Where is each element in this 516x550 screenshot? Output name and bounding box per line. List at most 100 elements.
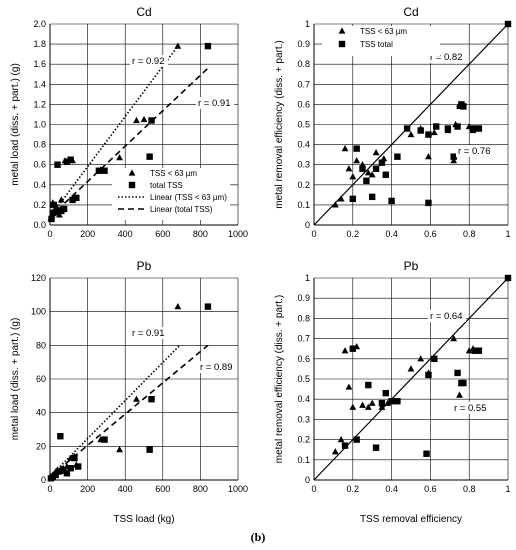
x-tick-label: 0.2 [347, 484, 360, 494]
y-tick-label: 1.6 [33, 59, 46, 69]
figure-label: (b) [250, 530, 266, 544]
data-point-square [475, 125, 483, 132]
y-tick-label: 0.0 [33, 220, 46, 230]
data-point-square [369, 193, 376, 201]
data-point-square [146, 153, 153, 160]
legend-marker [128, 169, 136, 176]
data-point-square [378, 159, 386, 166]
x-tick-label: 0.8 [463, 229, 476, 239]
y-tick-label: 1.2 [33, 99, 46, 109]
y-tick-label: 0.8 [297, 313, 310, 323]
y-tick-label: 0.5 [297, 374, 310, 384]
y-tick-label: 60 [36, 374, 46, 384]
correlation-annotation: r = 0.92 [132, 56, 164, 67]
y-tick-label: 0.3 [297, 414, 310, 424]
data-point-square [425, 371, 432, 379]
y-tick-label: 0.8 [33, 140, 46, 150]
x-axis-label: TSS removal efficiency [360, 514, 462, 525]
data-point-triangle [450, 335, 458, 342]
legend-label: TSS < 63 µm [150, 169, 197, 178]
y-tick-label: 1.8 [33, 39, 46, 49]
data-point-triangle [174, 303, 182, 310]
chart-panel-1: 0 200 400 600 800 1000 0.0 0.2 0.4 0.6 0.8 1.0 1.2 1.… [10, 5, 248, 239]
y-axis-label: metal removal efficiency (diss. + part.) [274, 40, 285, 209]
data-point-triangle [368, 399, 376, 406]
data-point-square [349, 345, 356, 352]
annotation-background [196, 97, 234, 109]
legend-marker [338, 40, 346, 48]
x-tick-label: 1 [505, 484, 510, 494]
data-point-square [55, 468, 62, 475]
y-tick-label: 0.2 [297, 435, 310, 445]
data-point-square [204, 42, 212, 50]
correlation-annotation: r = 0.76 [458, 146, 490, 157]
y-axis-label: metal load (diss. + part.) (g) [10, 63, 21, 186]
data-point-triangle [345, 383, 353, 390]
data-point-triangle [331, 448, 339, 455]
data-point-triangle [349, 403, 357, 410]
annotation-background [130, 55, 168, 67]
data-point-triangle [133, 116, 140, 124]
data-point-square [425, 131, 432, 138]
annotation-background [428, 310, 466, 322]
data-point-triangle [407, 130, 415, 138]
data-point-square [71, 454, 78, 462]
y-tick-label: 0.5 [297, 120, 310, 130]
y-tick-label: 0.9 [297, 293, 310, 303]
trendline [49, 344, 181, 478]
y-tick-label: 0.6 [297, 354, 310, 364]
data-point-square [450, 153, 457, 160]
chart-title: Pb [404, 259, 419, 273]
legend-background [112, 168, 230, 220]
y-tick-label: 0.9 [297, 39, 310, 49]
annotation-background [452, 402, 490, 414]
data-point-triangle [372, 149, 380, 156]
chart-title: Cd [136, 5, 151, 19]
data-point-square [95, 167, 103, 174]
correlation-annotation: r = 0.91 [198, 98, 230, 109]
data-point-square [63, 470, 71, 477]
x-tick-label: 400 [118, 484, 133, 494]
data-point-square [101, 167, 108, 174]
data-point-triangle [337, 195, 345, 202]
y-tick-label: 120 [31, 273, 46, 283]
data-point-square [378, 400, 386, 407]
y-tick-label: 0.2 [33, 200, 46, 210]
x-tick-label: 0.6 [424, 484, 437, 494]
data-point-triangle [417, 355, 425, 362]
y-tick-label: 0.1 [297, 455, 310, 465]
data-point-triangle [353, 157, 361, 164]
y-tick-label: 100 [31, 307, 46, 317]
x-tick-label: 600 [155, 229, 170, 239]
data-point-square [365, 381, 372, 389]
data-point-square [504, 274, 512, 282]
y-tick-label: 0.8 [297, 59, 310, 69]
data-point-triangle [341, 145, 349, 152]
y-tick-label: 1.4 [33, 79, 46, 89]
data-point-triangle [368, 171, 376, 178]
data-point-triangle [450, 157, 458, 164]
data-point-square [204, 303, 212, 310]
x-tick-label: 0.4 [385, 484, 398, 494]
y-tick-label: 40 [36, 408, 46, 418]
data-point-square [50, 201, 57, 209]
data-point-triangle [341, 347, 349, 354]
x-tick-label: 0 [311, 484, 316, 494]
chart-title: Cd [403, 5, 418, 19]
legend-label: Linear (total TSS) [150, 205, 213, 214]
data-point-square [353, 145, 360, 152]
data-point-square [460, 379, 467, 387]
correlation-annotation: r = 0.55 [454, 403, 486, 414]
data-point-triangle [359, 401, 366, 408]
data-point-square [75, 463, 82, 470]
y-tick-label: 0.6 [297, 99, 310, 109]
correlation-annotation: r = 0.64 [430, 311, 462, 322]
data-point-square [146, 446, 153, 453]
data-point-square [349, 195, 356, 203]
correlation-annotation: r = 0.82 [430, 52, 462, 63]
chart-panel-4: 0 0.2 0.4 0.6 0.8 1 0 0.1 0.2 0.3 0.4 0.5 0.6 0.7 0.8 0… [274, 259, 512, 525]
annotation-background [456, 145, 494, 157]
y-axis-label: metal load (diss. + part.) (g) [10, 318, 21, 441]
data-point-square [67, 465, 74, 472]
trendline [49, 67, 209, 218]
